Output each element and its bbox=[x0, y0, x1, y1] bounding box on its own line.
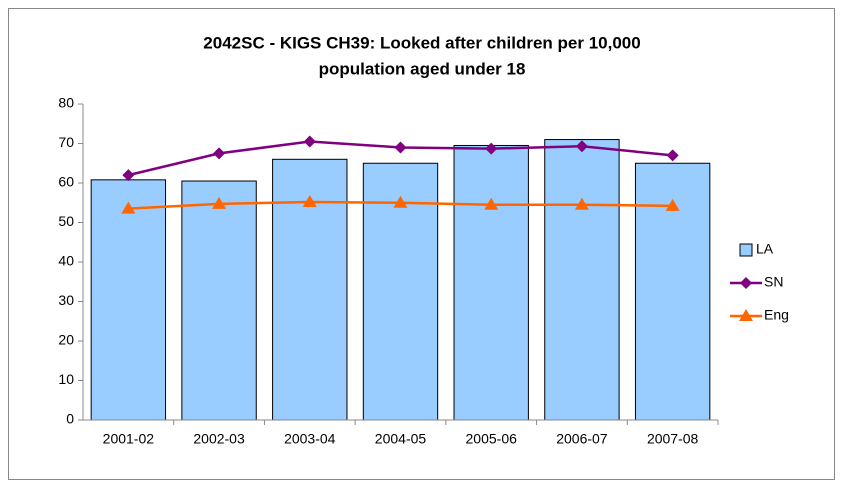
point bbox=[213, 147, 226, 160]
y-tick-label: 80 bbox=[58, 95, 74, 111]
point bbox=[121, 201, 136, 214]
x-tick-label: 2007-08 bbox=[647, 431, 699, 447]
bar bbox=[181, 180, 257, 421]
chart-title: 2042SC - KIGS CH39: Looked after childre… bbox=[203, 33, 640, 52]
bar bbox=[453, 144, 529, 421]
x-tick-label: 2001-02 bbox=[103, 431, 155, 447]
legend-label: LA bbox=[756, 241, 774, 257]
point bbox=[739, 309, 753, 321]
bar bbox=[544, 139, 620, 421]
y-tick-label: 50 bbox=[58, 213, 74, 229]
point bbox=[393, 195, 408, 208]
legend-label: SN bbox=[764, 274, 783, 290]
x-tick-label: 2004-05 bbox=[375, 431, 427, 447]
point bbox=[485, 142, 498, 155]
point bbox=[122, 169, 135, 182]
x-tick-label: 2002-03 bbox=[193, 431, 245, 447]
point bbox=[303, 135, 316, 148]
y-tick-label: 70 bbox=[58, 134, 74, 150]
point bbox=[302, 194, 317, 207]
chart-title: population aged under 18 bbox=[319, 59, 526, 78]
point bbox=[484, 197, 499, 210]
y-tick-label: 60 bbox=[58, 174, 74, 190]
point bbox=[665, 198, 680, 211]
x-tick-label: 2006-07 bbox=[556, 431, 608, 447]
y-tick-label: 0 bbox=[66, 411, 74, 427]
y-tick-label: 30 bbox=[58, 292, 74, 308]
y-tick-label: 40 bbox=[58, 253, 74, 269]
legend-label: Eng bbox=[764, 307, 789, 323]
point bbox=[740, 277, 752, 289]
y-tick-label: 10 bbox=[58, 371, 74, 387]
point bbox=[666, 149, 679, 162]
x-tick-label: 2005-06 bbox=[466, 431, 518, 447]
x-tick-label: 2003-04 bbox=[284, 431, 336, 447]
y-tick-label: 20 bbox=[58, 332, 74, 348]
point bbox=[575, 140, 588, 153]
point bbox=[212, 196, 227, 209]
legend-swatch bbox=[739, 243, 753, 257]
point bbox=[574, 197, 589, 210]
point bbox=[394, 141, 407, 154]
bar bbox=[90, 179, 167, 421]
